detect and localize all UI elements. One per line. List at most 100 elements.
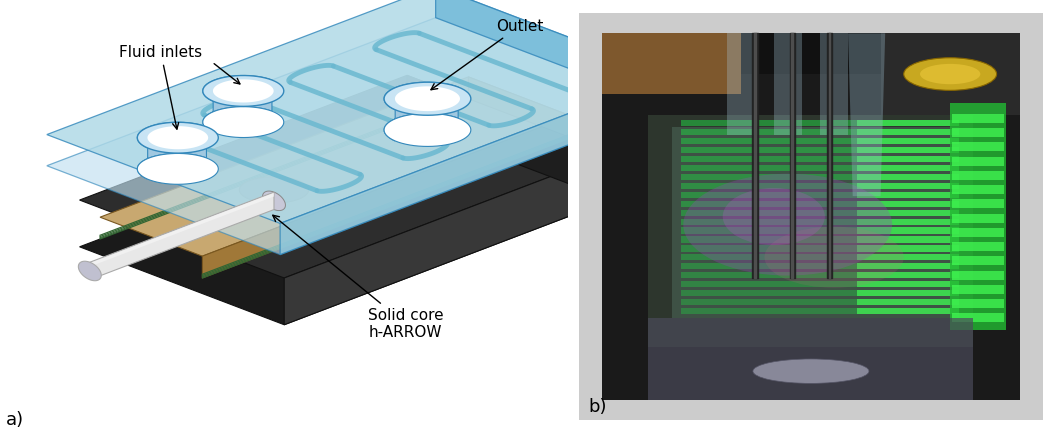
Polygon shape	[857, 200, 960, 207]
Polygon shape	[857, 120, 960, 126]
Ellipse shape	[753, 359, 869, 383]
Polygon shape	[681, 219, 950, 225]
Polygon shape	[602, 33, 742, 94]
Polygon shape	[857, 272, 960, 278]
Polygon shape	[952, 185, 1003, 194]
Polygon shape	[202, 116, 571, 278]
Polygon shape	[579, 13, 1043, 420]
Polygon shape	[857, 210, 960, 216]
Polygon shape	[952, 142, 1003, 152]
Polygon shape	[681, 156, 950, 162]
Polygon shape	[857, 299, 960, 305]
Polygon shape	[384, 82, 458, 141]
Polygon shape	[742, 33, 1020, 74]
Polygon shape	[681, 147, 950, 153]
Polygon shape	[90, 192, 274, 280]
Polygon shape	[90, 193, 274, 267]
Polygon shape	[281, 75, 669, 255]
Polygon shape	[681, 200, 950, 207]
Polygon shape	[681, 192, 950, 198]
Polygon shape	[857, 183, 960, 189]
Polygon shape	[857, 246, 960, 252]
Ellipse shape	[765, 227, 903, 288]
Polygon shape	[952, 228, 1003, 237]
Polygon shape	[602, 33, 1020, 400]
Polygon shape	[239, 177, 309, 203]
Polygon shape	[681, 281, 950, 288]
Polygon shape	[857, 290, 960, 296]
Polygon shape	[952, 313, 1003, 322]
Polygon shape	[202, 75, 284, 107]
Polygon shape	[384, 113, 470, 146]
Polygon shape	[672, 127, 960, 318]
Polygon shape	[436, 0, 669, 107]
Polygon shape	[857, 308, 960, 314]
Polygon shape	[681, 165, 950, 171]
Polygon shape	[100, 77, 571, 256]
Polygon shape	[681, 138, 950, 144]
Polygon shape	[952, 242, 1003, 251]
Polygon shape	[857, 263, 960, 269]
Text: a): a)	[5, 410, 24, 429]
Polygon shape	[681, 290, 950, 296]
Polygon shape	[857, 219, 960, 225]
Polygon shape	[384, 82, 470, 115]
Polygon shape	[79, 75, 611, 278]
Polygon shape	[952, 157, 1003, 166]
Polygon shape	[681, 299, 950, 305]
Polygon shape	[649, 318, 973, 400]
Polygon shape	[848, 33, 886, 196]
Polygon shape	[468, 77, 571, 138]
Polygon shape	[681, 263, 950, 269]
Polygon shape	[681, 308, 950, 314]
Polygon shape	[952, 285, 1003, 294]
Polygon shape	[681, 246, 950, 252]
Polygon shape	[952, 299, 1003, 308]
Polygon shape	[79, 122, 611, 325]
Polygon shape	[950, 103, 1005, 330]
Ellipse shape	[903, 58, 996, 90]
Polygon shape	[681, 129, 950, 135]
Polygon shape	[202, 75, 272, 132]
Polygon shape	[857, 174, 960, 180]
Polygon shape	[263, 191, 286, 210]
Polygon shape	[857, 165, 960, 171]
Polygon shape	[681, 272, 950, 278]
Polygon shape	[138, 153, 218, 184]
Polygon shape	[78, 261, 101, 281]
Polygon shape	[857, 138, 960, 144]
Polygon shape	[952, 114, 1003, 123]
Polygon shape	[202, 107, 284, 138]
Polygon shape	[857, 281, 960, 288]
Polygon shape	[681, 236, 950, 242]
Polygon shape	[880, 33, 1020, 115]
Polygon shape	[649, 115, 973, 347]
Text: b): b)	[588, 398, 607, 416]
Polygon shape	[681, 227, 950, 233]
Polygon shape	[857, 129, 960, 135]
Polygon shape	[138, 122, 207, 179]
Polygon shape	[284, 153, 611, 325]
Polygon shape	[681, 210, 950, 216]
Polygon shape	[952, 128, 1003, 137]
Polygon shape	[681, 254, 950, 261]
Polygon shape	[952, 200, 1003, 208]
Polygon shape	[47, 18, 669, 255]
Polygon shape	[147, 126, 209, 149]
Polygon shape	[857, 227, 960, 233]
Polygon shape	[727, 33, 755, 135]
Text: Outlet: Outlet	[431, 19, 543, 90]
Polygon shape	[857, 156, 960, 162]
Ellipse shape	[683, 174, 892, 275]
Polygon shape	[857, 236, 960, 242]
Polygon shape	[857, 254, 960, 261]
Ellipse shape	[723, 188, 825, 245]
Polygon shape	[681, 120, 950, 126]
Polygon shape	[857, 192, 960, 198]
Polygon shape	[952, 256, 1003, 265]
Polygon shape	[213, 79, 273, 103]
Text: Fluid inlets: Fluid inlets	[119, 45, 202, 129]
Polygon shape	[681, 183, 950, 189]
Polygon shape	[681, 174, 950, 180]
Polygon shape	[395, 86, 460, 111]
